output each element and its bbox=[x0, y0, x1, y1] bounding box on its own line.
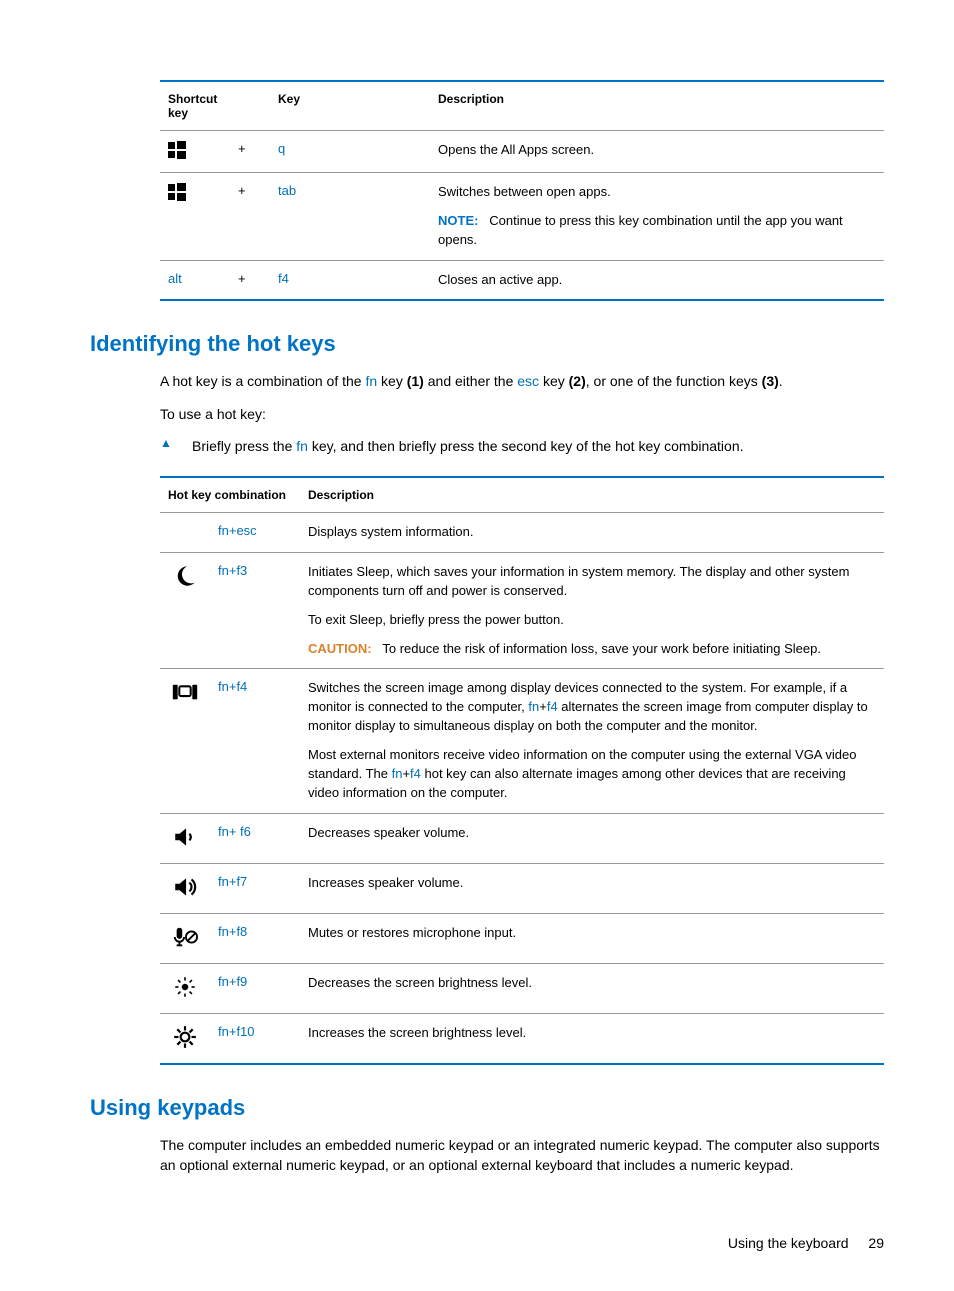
key-text: fn bbox=[218, 974, 229, 989]
key-text: f7 bbox=[236, 874, 247, 889]
keypads-text: The computer includes an embedded numeri… bbox=[160, 1135, 884, 1176]
key-text: fn bbox=[218, 523, 229, 538]
key-text: f3 bbox=[236, 563, 247, 578]
brightness-down-icon bbox=[172, 974, 198, 1000]
key-text: esc bbox=[236, 523, 256, 538]
key-text: f8 bbox=[236, 924, 247, 939]
table-row: fn+escDisplays system information. bbox=[160, 513, 884, 553]
table-row: fn+ f6Decreases speaker volume. bbox=[160, 813, 884, 863]
triangle-icon: ▲ bbox=[160, 436, 192, 456]
bullet-row: ▲ Briefly press the fn key, and then bri… bbox=[160, 436, 884, 456]
hotkey-table: Hot key combination Description fn+escDi… bbox=[160, 476, 884, 1064]
page-footer: Using the keyboard 29 bbox=[90, 1235, 884, 1251]
footer-text: Using the keyboard bbox=[728, 1235, 849, 1251]
volume-down-icon bbox=[172, 824, 198, 850]
key-text: f10 bbox=[236, 1024, 254, 1039]
th-key: Key bbox=[270, 81, 430, 131]
note-label: NOTE: bbox=[438, 213, 478, 228]
mic-mute-icon bbox=[172, 924, 198, 950]
key-text: fn bbox=[218, 874, 229, 889]
key-text: q bbox=[278, 141, 285, 156]
table-row: fn+f7Increases speaker volume. bbox=[160, 863, 884, 913]
key-text: f6 bbox=[236, 824, 250, 839]
key-text: f4 bbox=[278, 271, 289, 286]
sleep-icon bbox=[172, 563, 198, 589]
table-row: +qOpens the All Apps screen. bbox=[160, 131, 884, 173]
table-row: +tabSwitches between open apps.NOTE: Con… bbox=[160, 173, 884, 261]
shortcut-table-wrap: Shortcut key Key Description +qOpens the… bbox=[160, 80, 884, 301]
key-text: tab bbox=[278, 183, 296, 198]
table-row: fn+f8Mutes or restores microphone input. bbox=[160, 913, 884, 963]
shortcut-table: Shortcut key Key Description +qOpens the… bbox=[160, 80, 884, 301]
heading-hotkeys: Identifying the hot keys bbox=[90, 331, 884, 357]
key-text: fn bbox=[218, 1024, 229, 1039]
key-text: f9 bbox=[236, 974, 247, 989]
key-text: alt bbox=[168, 271, 182, 286]
table-row: fn+f4Switches the screen image among dis… bbox=[160, 669, 884, 813]
key-text: fn bbox=[218, 679, 229, 694]
windows-icon bbox=[168, 183, 186, 201]
intro-2: To use a hot key: bbox=[160, 404, 884, 424]
th-hot-desc: Description bbox=[300, 477, 884, 513]
footer-page: 29 bbox=[868, 1235, 884, 1251]
caution-label: CAUTION: bbox=[308, 641, 372, 656]
intro-1: A hot key is a combination of the fn key… bbox=[160, 371, 884, 391]
table-row: fn+f3Initiates Sleep, which saves your i… bbox=[160, 553, 884, 669]
key-text: fn bbox=[218, 563, 229, 578]
table-row: fn+f9Decreases the screen brightness lev… bbox=[160, 963, 884, 1013]
display-switch-icon bbox=[172, 679, 198, 705]
th-desc: Description bbox=[430, 81, 884, 131]
key-text: fn bbox=[218, 824, 229, 839]
brightness-up-icon bbox=[172, 1024, 198, 1050]
th-empty bbox=[230, 81, 270, 131]
key-text: f4 bbox=[236, 679, 247, 694]
key-text: fn bbox=[218, 924, 229, 939]
table-row: alt+f4Closes an active app. bbox=[160, 260, 884, 300]
th-hot-combo: Hot key combination bbox=[160, 477, 300, 513]
th-shortcut-key: Shortcut key bbox=[160, 81, 230, 131]
volume-up-icon bbox=[172, 874, 198, 900]
windows-icon bbox=[168, 141, 186, 159]
table-row: fn+f10Increases the screen brightness le… bbox=[160, 1013, 884, 1064]
heading-keypads: Using keypads bbox=[90, 1095, 884, 1121]
